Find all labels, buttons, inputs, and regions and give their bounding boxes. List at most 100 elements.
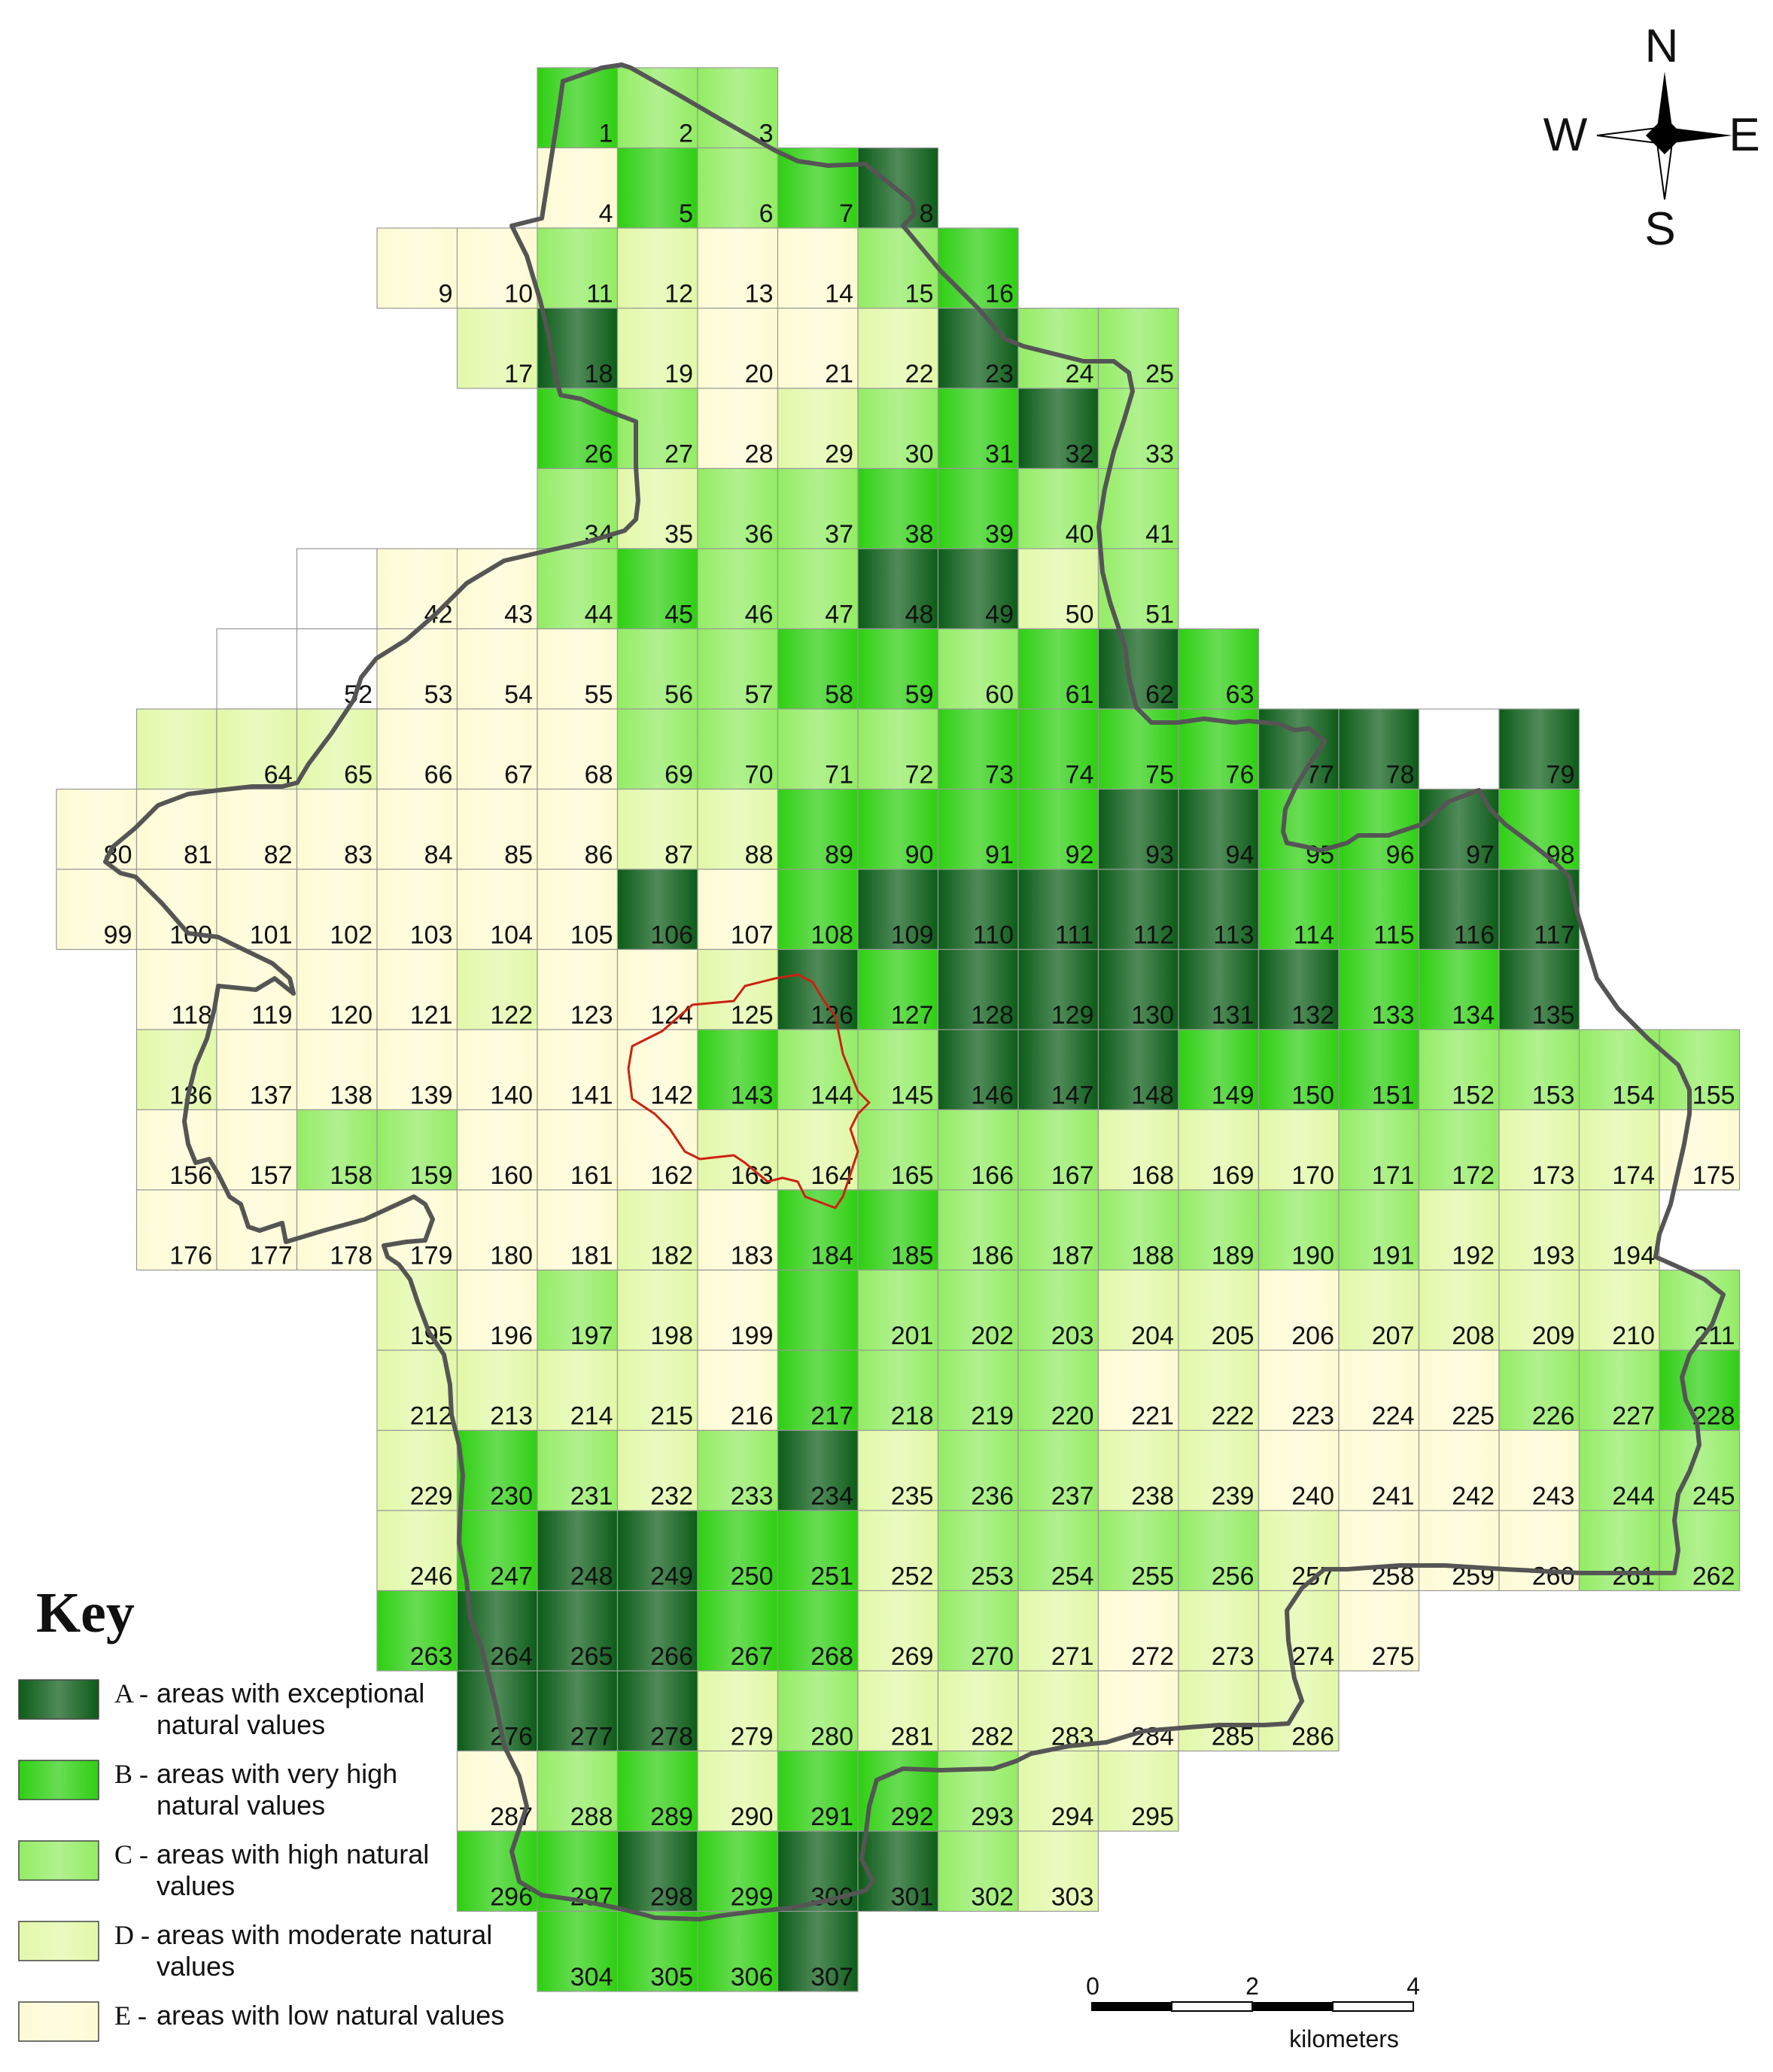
grid-cell-number: 203 — [1051, 1322, 1094, 1350]
grid-cell-fill — [697, 1510, 779, 1592]
compass-east-label: E — [1729, 109, 1759, 161]
grid-cell-fill — [777, 548, 859, 630]
grid-cell-fill — [1258, 788, 1340, 870]
grid-cell: 143 — [697, 1029, 779, 1111]
grid-cell-fill — [1578, 1269, 1660, 1351]
grid-cell: 140 — [456, 1029, 538, 1111]
grid-cell-number: 63 — [1226, 680, 1254, 709]
grid-cell-number: 108 — [810, 921, 853, 950]
grid-cell: 189 — [1178, 1189, 1260, 1271]
grid-cell-fill — [537, 67, 619, 149]
grid-cell-number: 216 — [731, 1402, 774, 1431]
grid-cell-number: 153 — [1532, 1082, 1575, 1110]
key-swatch — [18, 1921, 99, 1961]
grid-cell-fill — [616, 1189, 698, 1271]
grid-cell-number: 214 — [570, 1402, 613, 1431]
grid-cell-fill — [937, 869, 1019, 951]
grid-cell-number: 302 — [971, 1883, 1014, 1912]
grid-cell: 56 — [616, 628, 698, 710]
grid-cell: 65 — [296, 708, 378, 790]
grid-cell: 46 — [697, 548, 779, 630]
grid-cell-fill — [937, 1269, 1019, 1351]
grid-cell-fill — [1659, 1349, 1741, 1432]
grid-cell-fill — [1017, 708, 1099, 790]
grid-cell-number: 218 — [891, 1402, 934, 1431]
grid-cell-number: 237 — [1051, 1482, 1094, 1511]
grid-cell: 13 — [697, 227, 779, 309]
grid-cell-fill — [1097, 1349, 1179, 1432]
grid-cell-fill — [1258, 869, 1340, 951]
grid-cell-number: 155 — [1692, 1082, 1735, 1110]
grid-cell: 221 — [1097, 1349, 1179, 1432]
grid-cell-number: 224 — [1372, 1402, 1415, 1431]
grid-cell: 296 — [456, 1830, 538, 1912]
grid-cell-number: 62 — [1145, 680, 1174, 709]
grid-cell-number: 128 — [971, 1001, 1014, 1030]
grid-cell-fill — [456, 788, 538, 870]
grid-cell-fill — [1097, 1029, 1179, 1111]
grid-cell-number: 177 — [250, 1242, 293, 1270]
grid-cell-number: 138 — [330, 1082, 373, 1110]
grid-cell-number: 247 — [490, 1562, 533, 1591]
grid-cell-number: 304 — [570, 1963, 613, 1991]
grid-cell-number: 125 — [731, 1001, 774, 1030]
grid-cell-number: 28 — [745, 440, 774, 469]
key-label-line1: areas with very high — [157, 1758, 397, 1789]
grid-cell: 278 — [616, 1670, 698, 1752]
grid-cell: 164 — [777, 1109, 859, 1191]
grid-cell-fill — [376, 227, 458, 309]
grid-cell: 41 — [1097, 467, 1179, 549]
grid-cell-fill — [697, 1269, 779, 1351]
grid-cell: 120 — [296, 948, 378, 1030]
grid-cell-number: 61 — [1066, 680, 1094, 709]
grid-cell-fill — [857, 1189, 939, 1271]
grid-cell: 139 — [376, 1029, 458, 1111]
grid-cell-fill — [216, 788, 298, 870]
grid-cell: 5 — [616, 147, 698, 229]
grid-cell: 248 — [537, 1510, 619, 1592]
grid-cell-fill — [1178, 628, 1260, 710]
grid-cell: 52 — [296, 628, 378, 710]
grid-cell: 71 — [777, 708, 859, 790]
grid-cell-fill — [777, 708, 859, 790]
grid-cell-number: 295 — [1131, 1803, 1174, 1831]
grid-cell-number: 266 — [650, 1642, 693, 1671]
grid-cell-number: 6 — [759, 199, 774, 228]
grid-cell-number: 306 — [731, 1963, 774, 1991]
grid-cell-fill — [1418, 869, 1500, 951]
grid-cell-number: 9 — [439, 280, 453, 309]
grid-cell: 7 — [777, 147, 859, 229]
grid-cell: 80 — [56, 788, 138, 870]
grid-cell: 92 — [1017, 788, 1099, 870]
grid-cell-fill — [777, 1750, 859, 1832]
grid-cell: 124 — [616, 948, 698, 1030]
grid-cell-number: 167 — [1051, 1161, 1094, 1190]
grid-cell: 105 — [537, 869, 619, 951]
grid-cell: 128 — [937, 948, 1019, 1030]
grid-cell: 25 — [1097, 307, 1179, 389]
grid-cell-fill — [1178, 1349, 1260, 1432]
grid-cell: 78 — [1338, 708, 1420, 790]
grid-cell-number: 275 — [1372, 1642, 1415, 1671]
grid-cell-fill — [697, 467, 779, 549]
grid-cell: 176 — [135, 1189, 217, 1271]
grid-cell-number: 130 — [1131, 1001, 1174, 1030]
grid-cell-number: 221 — [1131, 1402, 1174, 1431]
grid-cell-number: 46 — [745, 601, 774, 629]
grid-cell-fill — [1498, 1269, 1580, 1351]
grid-cell-fill — [456, 227, 538, 309]
grid-cell-number: 187 — [1051, 1242, 1094, 1270]
grid-cell: 208 — [1418, 1269, 1500, 1351]
grid-cell-number: 213 — [490, 1402, 533, 1431]
grid-cell-fill — [135, 1189, 217, 1271]
grid-cell: 37 — [777, 467, 859, 549]
grid-cell-fill — [537, 1670, 619, 1752]
grid-cell: 117 — [1498, 869, 1580, 951]
outer-boundary-line — [103, 62, 1726, 1921]
grid-cell-number: 271 — [1051, 1642, 1094, 1671]
grid-cell-number: 231 — [570, 1482, 613, 1511]
grid-cell-number: 95 — [1306, 841, 1334, 869]
grid-cell: 53 — [376, 628, 458, 710]
grid-cell: 62 — [1097, 628, 1179, 710]
grid-cell-number: 185 — [891, 1242, 934, 1270]
